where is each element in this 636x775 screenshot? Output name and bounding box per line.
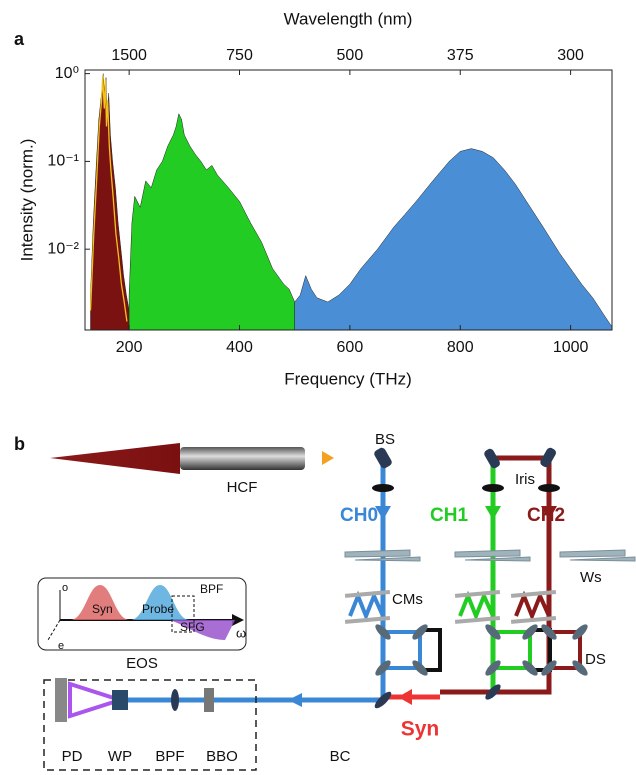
plot-area: 200 400 600 800 1000 1500 750 500 375 300 10⁰ 10⁻¹ 1… [47, 47, 612, 356]
panel-label: a [14, 29, 25, 49]
inset-o: o [62, 582, 68, 594]
syn-label: Syn [401, 718, 440, 741]
inset-arrow [232, 614, 244, 626]
wp-label: WP [108, 748, 132, 765]
arrow [322, 451, 334, 465]
ch0-label: CH0 [340, 505, 378, 526]
y-tick-label: 10⁻² [47, 240, 79, 257]
spectrum-area [90, 73, 130, 330]
x-axis-title: Frequency (THz) [284, 369, 412, 388]
y-tick-label: 10⁰ [55, 65, 79, 82]
delay-lines [383, 628, 582, 672]
inset-axis [47, 619, 61, 641]
iris [482, 484, 504, 492]
sfg-spectrum [170, 620, 235, 640]
inset-syn: Syn [92, 602, 113, 616]
pd-label: PD [62, 748, 83, 765]
x2-tick-label: 1500 [111, 47, 147, 64]
inset-e: e [58, 640, 64, 652]
arrow [288, 693, 302, 707]
arrow [541, 506, 557, 520]
beam-syn [493, 680, 552, 695]
x2-tick-label: 750 [226, 47, 253, 64]
spectrum-area [128, 112, 295, 330]
x2-tick-label: 500 [337, 47, 364, 64]
hollow-core-fiber [180, 447, 305, 470]
eos-label: EOS [126, 655, 158, 672]
beam-splitter [374, 447, 392, 469]
bbo-label: BBO [206, 748, 238, 765]
delay-mirrors [375, 624, 588, 676]
wedges [344, 549, 636, 562]
cms-label: CMs [392, 591, 423, 608]
x-tick-label: 1000 [553, 339, 589, 356]
photodiode [55, 678, 67, 722]
hcf-label: HCF [227, 479, 258, 496]
y-axis-title: Intensity (norm.) [17, 139, 36, 262]
bpf-label: BPF [155, 748, 184, 765]
inset-bpf: BPF [200, 582, 223, 596]
arrow [375, 506, 391, 520]
chirped-mirrors [348, 590, 551, 622]
x-tick-label: 200 [116, 339, 143, 356]
series-group [89, 73, 612, 330]
probe-spectrum [130, 585, 190, 620]
bandpass-filter [171, 689, 179, 711]
inset-sfg: SFG [180, 620, 205, 634]
inset-omega: ω [236, 625, 246, 640]
mirror [484, 448, 500, 469]
x2-tick-label: 375 [447, 47, 474, 64]
x-tick-label: 600 [337, 339, 364, 356]
cm-plates [344, 590, 557, 624]
bs-label: BS [375, 431, 395, 448]
arrow [485, 506, 501, 520]
y-tick-label: 10⁻¹ [47, 153, 79, 170]
beam-sfg [68, 681, 121, 719]
ds-label: DS [585, 651, 606, 668]
ws-label: Ws [580, 569, 602, 586]
mirror [540, 447, 556, 468]
x2-tick-label: 300 [557, 47, 584, 64]
bc-label: BC [330, 748, 351, 765]
spectrum-line [89, 75, 128, 322]
arrow [398, 689, 412, 705]
spectrum-area [294, 148, 612, 330]
iris [538, 484, 560, 492]
x2-axis-title: Wavelength (nm) [284, 9, 413, 28]
plot-frame [84, 69, 613, 331]
detection-box [43, 679, 257, 771]
iris-label: Iris [515, 471, 535, 488]
x-tick-label: 800 [447, 339, 474, 356]
wollaston-prism [112, 690, 128, 710]
input-pulse [50, 443, 180, 474]
x-tick-label: 400 [226, 339, 253, 356]
mirror [485, 684, 501, 700]
inset-probe: Probe [142, 602, 174, 616]
beam-combiner [374, 691, 392, 709]
bpf-window [171, 595, 195, 633]
ch1-label: CH1 [430, 505, 468, 526]
panel-label: b [14, 434, 25, 454]
bbo-crystal [204, 688, 214, 712]
iris [372, 484, 394, 492]
ch2-label: CH2 [527, 505, 565, 526]
syn-spectrum [70, 585, 130, 620]
setup-diagram: b HCF BS Iris CH0 CH1 CH2 Ws [14, 431, 636, 771]
